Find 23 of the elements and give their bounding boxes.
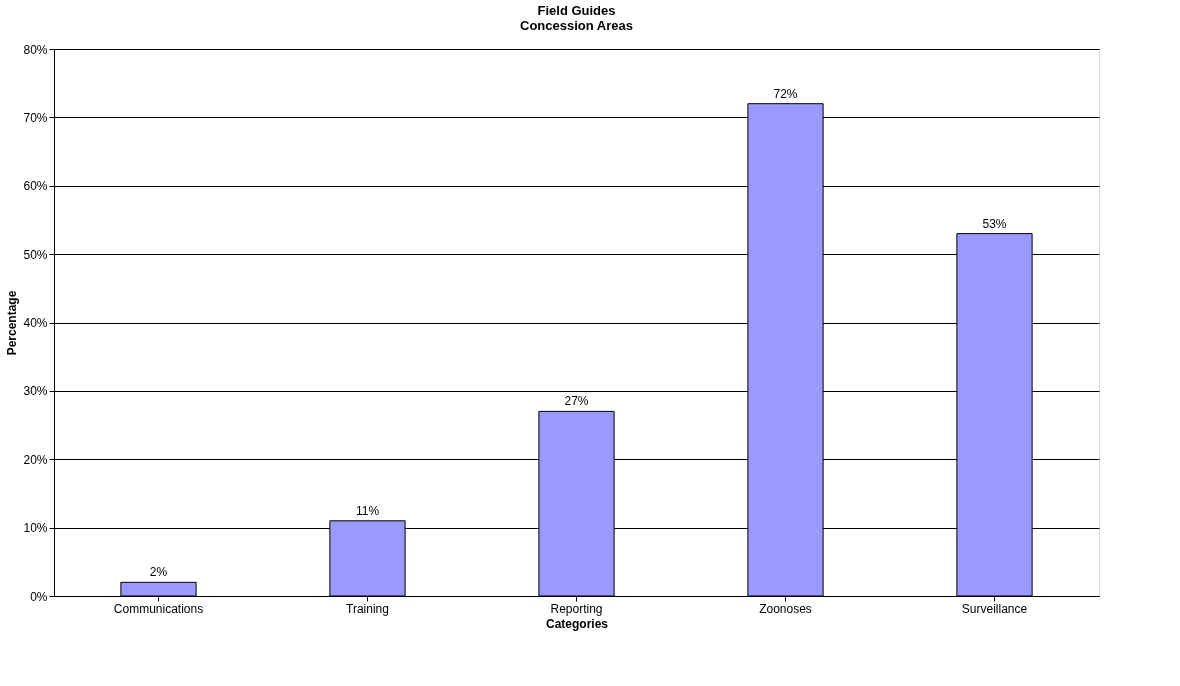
y-tick-label: 80% [23, 42, 48, 57]
chart-subtitle: Concession Areas [520, 18, 633, 33]
y-tick-label: 60% [23, 179, 48, 194]
x-tick-label: Training [346, 601, 389, 616]
y-tick-label: 0% [30, 589, 48, 604]
x-tick-label: Zoonoses [759, 601, 812, 616]
x-tick-label: Communications [113, 601, 204, 616]
data-label: 11% [355, 503, 380, 518]
y-tick-label: 50% [23, 247, 48, 262]
y-tick-label: 70% [23, 110, 48, 125]
x-tick-label: Reporting [550, 601, 603, 616]
chart-title: Field Guides [537, 3, 616, 18]
data-label: 53% [982, 216, 1007, 231]
data-label: 72% [773, 86, 798, 101]
y-tick-label: 20% [23, 452, 48, 467]
data-label: 27% [564, 394, 589, 409]
y-tick-label: 10% [23, 521, 48, 536]
y-tick-label: 30% [23, 384, 48, 399]
x-tick-label: Surveillance [961, 601, 1028, 616]
y-tick-label: 40% [23, 316, 48, 330]
data-label: 2% [149, 565, 168, 580]
x-axis-title: Categories [545, 616, 609, 631]
y-axis-title: Percentage [5, 290, 20, 356]
